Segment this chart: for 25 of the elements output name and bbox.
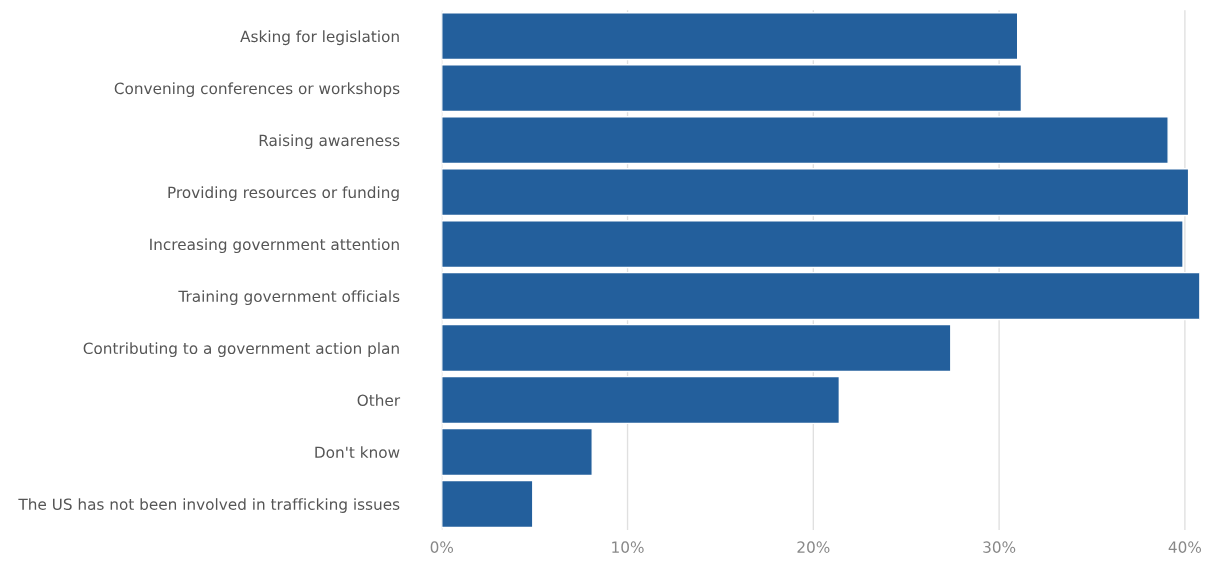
y-tick-label: Increasing government attention [150, 238, 399, 254]
y-tick-label: The US has not been involved in trafficking issues [18, 498, 400, 513]
bar [441, 168, 1190, 217]
y-tick-label: Contributing to a government action plan [83, 342, 399, 358]
bar [441, 271, 1200, 321]
y-tick-label: Training government officials [178, 290, 400, 306]
bar [441, 427, 593, 477]
bar [441, 116, 1169, 165]
bar [441, 375, 841, 425]
y-tick-label: Raising awareness [259, 134, 400, 150]
y-tick-label: Asking for legislation [240, 30, 399, 46]
bar [441, 64, 1023, 113]
y-tick-label: Providing resources or funding [168, 186, 399, 202]
x-tick-label: 0% [430, 541, 454, 553]
y-tick-label: Convening conferences or workshops [114, 82, 400, 98]
x-tick-label: 20% [797, 541, 830, 553]
x-tick-label: 10% [612, 541, 644, 553]
bar [441, 12, 1019, 61]
x-tick-label: 40% [1168, 541, 1202, 553]
bar [441, 219, 1184, 269]
x-tick-label: 30% [983, 541, 1016, 553]
bar [441, 479, 534, 529]
y-tick-label: Don't know [315, 446, 400, 459]
y-tick-label: Other [357, 394, 401, 407]
bar [441, 323, 952, 373]
